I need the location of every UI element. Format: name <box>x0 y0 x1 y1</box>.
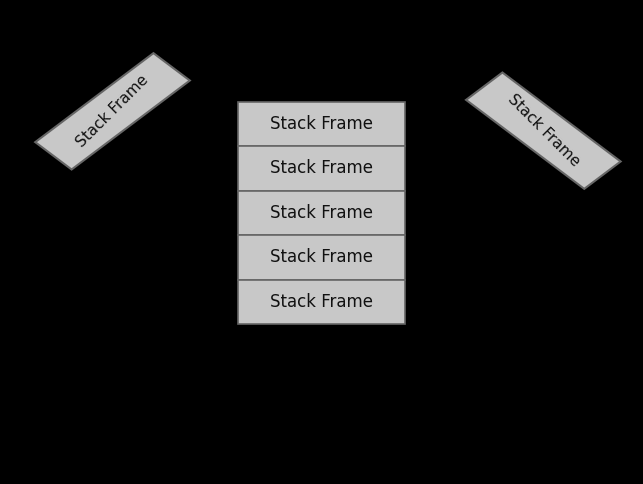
FancyBboxPatch shape <box>238 235 405 280</box>
FancyBboxPatch shape <box>238 280 405 324</box>
Text: Stack Frame: Stack Frame <box>270 115 373 133</box>
Text: Stack Frame: Stack Frame <box>270 293 373 311</box>
FancyBboxPatch shape <box>238 102 405 146</box>
FancyBboxPatch shape <box>238 146 405 191</box>
Text: Stack Frame: Stack Frame <box>270 204 373 222</box>
Text: Stack Frame: Stack Frame <box>73 73 152 150</box>
FancyBboxPatch shape <box>238 191 405 235</box>
Text: Stack Frame: Stack Frame <box>270 159 373 178</box>
Text: Stack Frame: Stack Frame <box>270 248 373 267</box>
Polygon shape <box>466 73 620 189</box>
Polygon shape <box>35 53 190 169</box>
Text: Stack Frame: Stack Frame <box>504 92 583 169</box>
